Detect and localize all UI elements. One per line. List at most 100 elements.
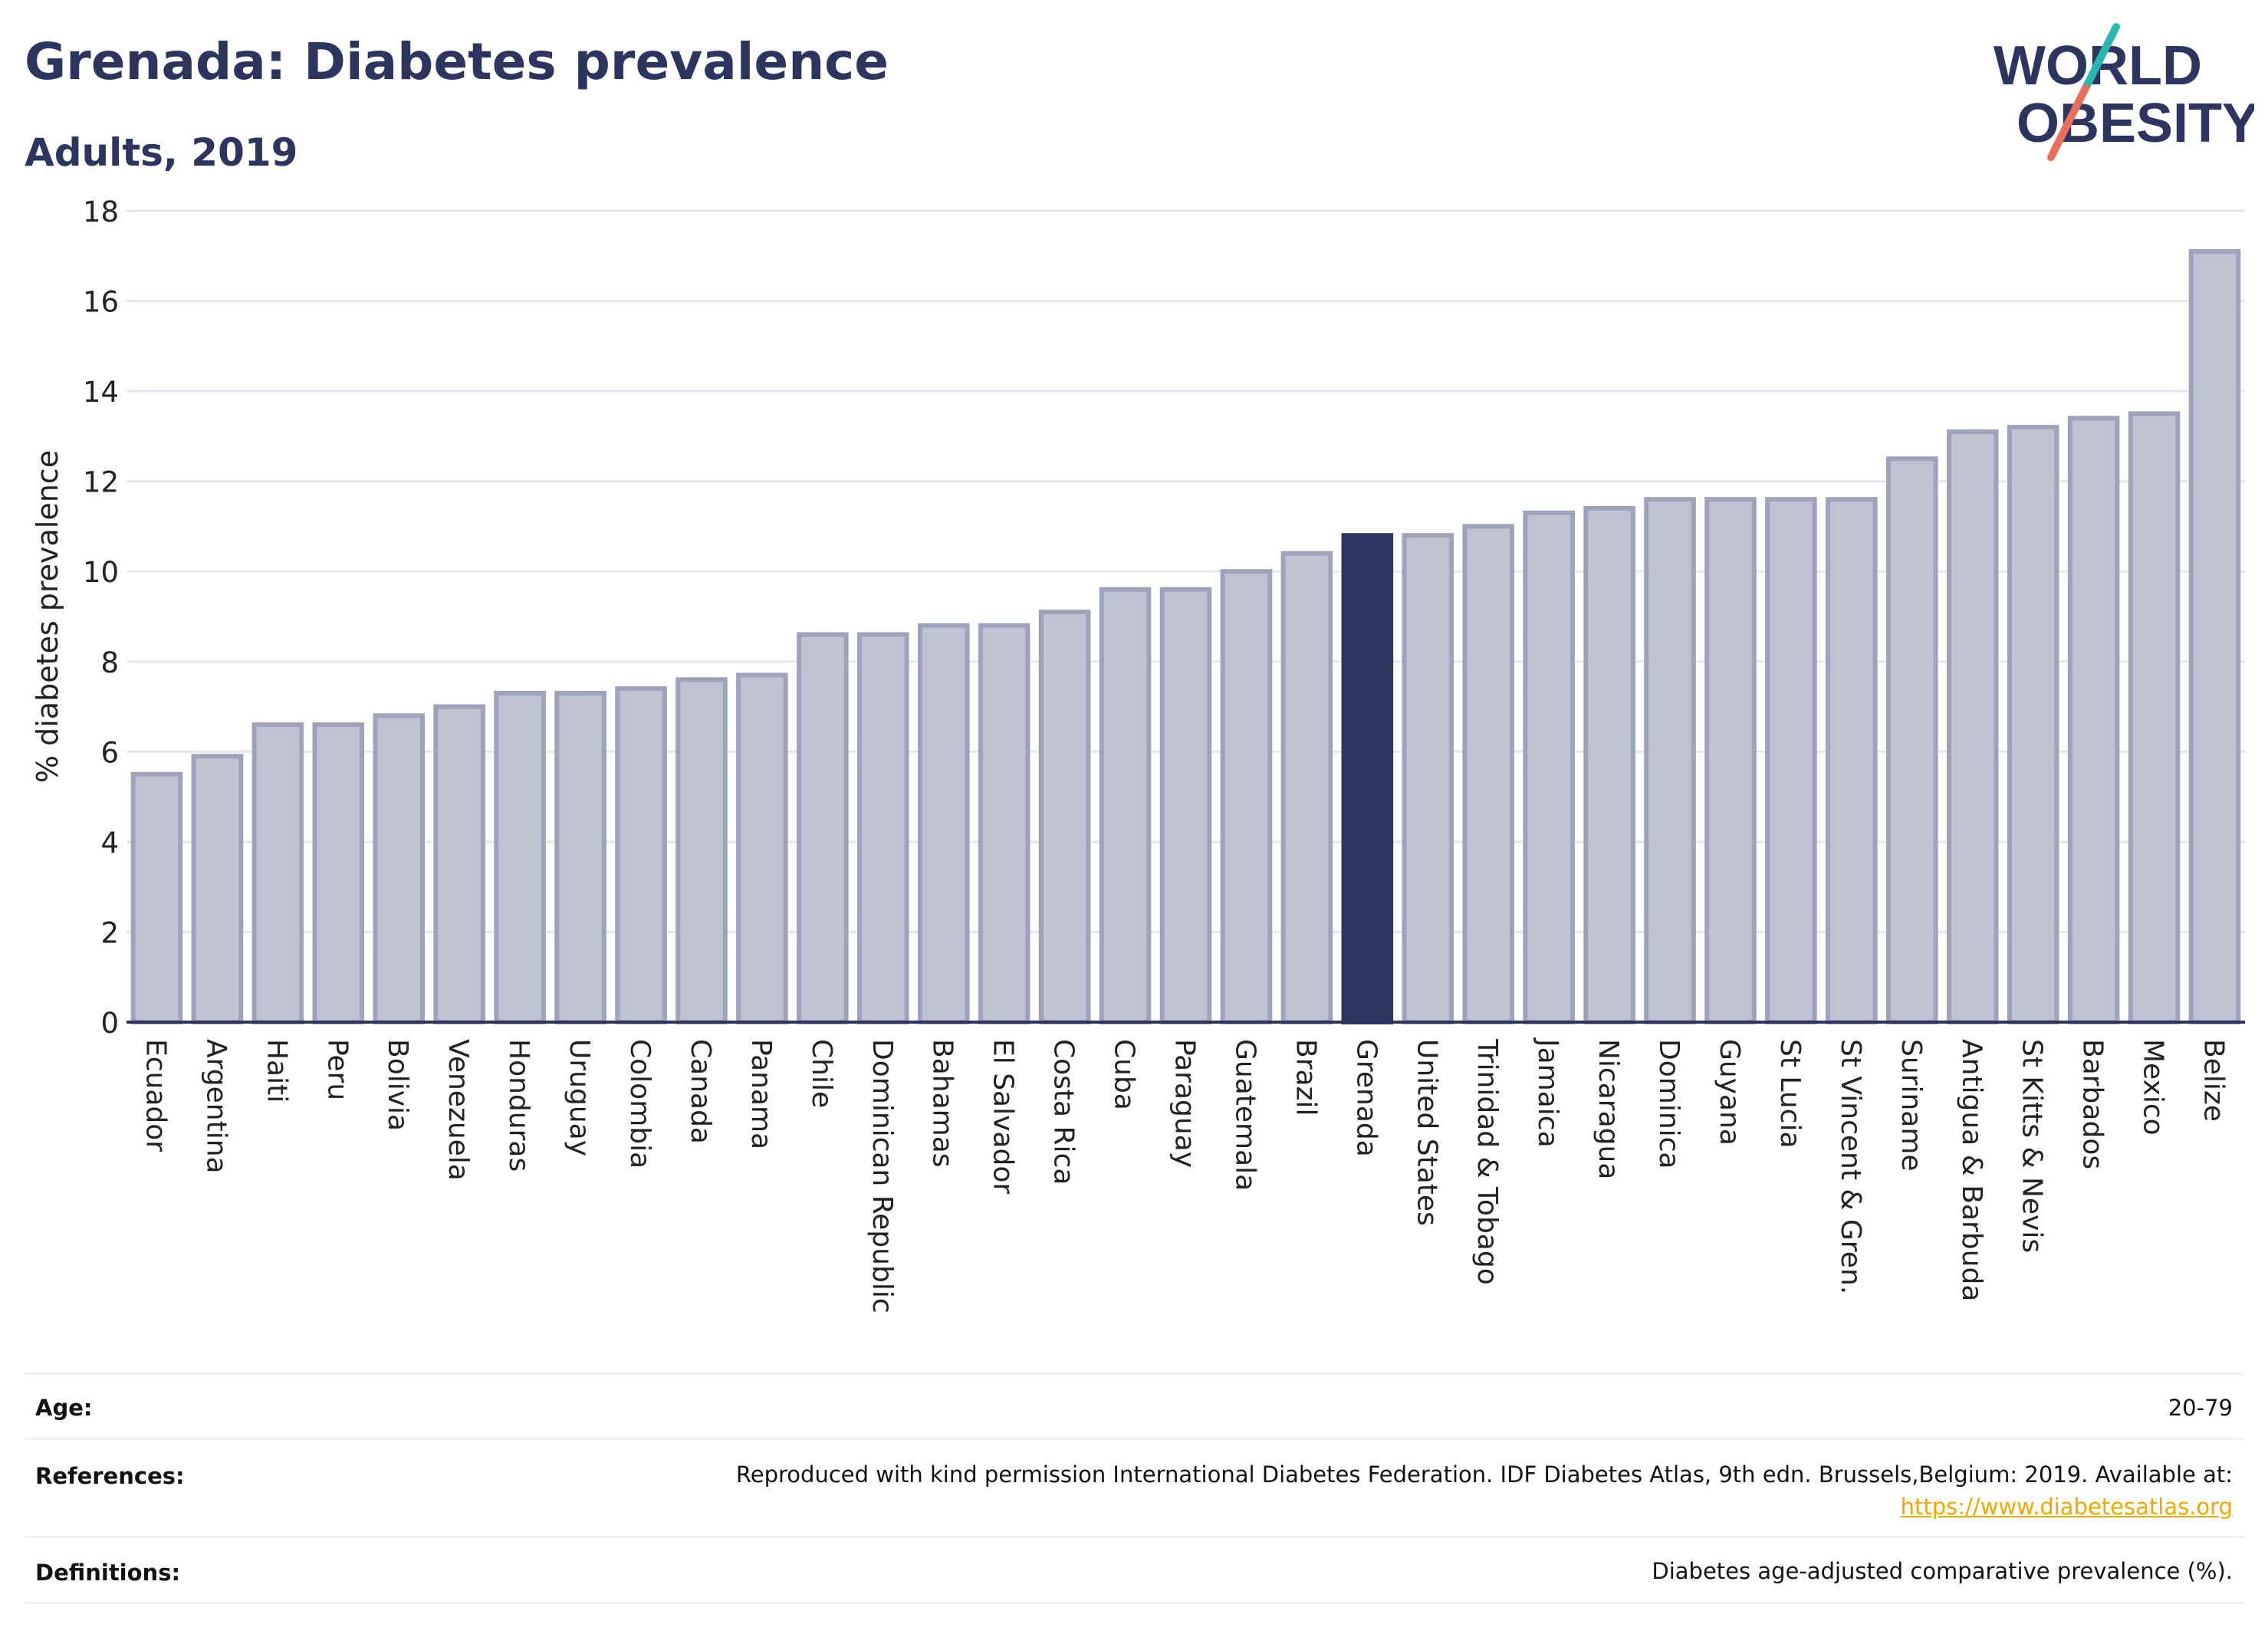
age-value: 20-79 <box>2168 1395 2233 1421</box>
bar <box>1704 497 1757 1024</box>
y-tick-label: 0 <box>100 1007 119 1040</box>
bar <box>1402 533 1454 1024</box>
x-tick-label: St Kitts & Nevis <box>2017 1039 2048 1253</box>
y-tick-label: 4 <box>100 827 119 860</box>
bar <box>312 722 365 1024</box>
bar <box>1826 497 1878 1024</box>
bar <box>373 713 426 1024</box>
bar-highlighted <box>1341 533 1394 1024</box>
x-tick-label: Cuba <box>1109 1039 1140 1110</box>
x-tick-label: El Salvador <box>988 1039 1019 1194</box>
bar <box>1886 456 1938 1024</box>
bars <box>130 248 2241 1025</box>
x-tick-label: Colombia <box>624 1039 656 1169</box>
bar <box>917 623 970 1024</box>
bar <box>2128 411 2181 1024</box>
y-tick-label: 14 <box>83 376 119 409</box>
age-row: Age: 20-79 <box>25 1373 2243 1440</box>
x-tick-label: United States <box>1411 1039 1442 1226</box>
logo-slash-coral <box>2047 84 2089 161</box>
x-tick-label: Dominican Republic <box>866 1039 898 1313</box>
x-tick-label: St Vincent & Gren. <box>1835 1039 1866 1294</box>
table-bottom-border <box>25 1602 2243 1604</box>
bar <box>856 632 909 1024</box>
x-tick-label: Nicaragua <box>1593 1039 1624 1179</box>
x-tick-label: Guatemala <box>1229 1039 1261 1191</box>
x-tick-label: Honduras <box>503 1039 534 1172</box>
bar <box>1523 510 1575 1024</box>
x-tick-label: Peru <box>321 1039 353 1100</box>
bar <box>554 690 606 1025</box>
x-tick-label: Brazil <box>1290 1039 1321 1116</box>
bar <box>736 672 788 1025</box>
x-tick-label: Ecuador <box>140 1039 171 1152</box>
bar <box>130 771 183 1024</box>
x-tick-label: Canada <box>685 1039 716 1144</box>
references-text: Reproduced with kind permission Internat… <box>735 1461 2233 1488</box>
x-tick-label: Grenada <box>1350 1039 1382 1157</box>
bar <box>1644 497 1696 1024</box>
bar <box>2007 425 2059 1024</box>
bar <box>1038 610 1091 1024</box>
bar <box>615 686 667 1024</box>
x-tick-label: Barbados <box>2077 1039 2109 1169</box>
bar <box>1099 587 1152 1024</box>
x-tick-label: Costa Rica <box>1048 1039 1080 1185</box>
references-label: References: <box>35 1463 185 1489</box>
x-tick-label: Mexico <box>2138 1039 2169 1136</box>
bar <box>1765 497 1817 1024</box>
y-tick-label: 2 <box>100 916 119 949</box>
x-tick-label: Panama <box>745 1039 777 1149</box>
bar <box>1583 505 1635 1024</box>
y-tick-labels: 0 2 4 6 8 10 12 14 16 18 <box>83 196 119 1040</box>
bar <box>797 632 849 1024</box>
bar <box>2188 248 2241 1024</box>
x-tick-label: Guyana <box>1714 1039 1745 1146</box>
age-label: Age: <box>35 1395 93 1421</box>
x-tick-label: Suriname <box>1895 1039 1927 1172</box>
world-obesity-logo: WORLD OBESITY <box>1994 23 2254 161</box>
bar <box>978 623 1030 1024</box>
y-tick-label: 6 <box>100 736 119 769</box>
x-tick-label: Trinidad & Tobago <box>1471 1038 1503 1285</box>
y-tick-label: 16 <box>83 286 119 319</box>
bar <box>191 754 244 1024</box>
bar <box>494 690 546 1025</box>
definitions-value: Diabetes age-adjusted comparative preval… <box>1652 1558 2233 1584</box>
references-link[interactable]: https://www.diabetesatlas.org <box>1900 1494 2233 1520</box>
references-value: Reproduced with kind permission Internat… <box>736 1458 2233 1523</box>
y-tick-label: 8 <box>100 646 119 679</box>
x-tick-label: Belize <box>2198 1039 2230 1122</box>
bar <box>1159 587 1212 1024</box>
x-tick-label: Antigua & Barbuda <box>1956 1039 1987 1301</box>
y-tick-label: 18 <box>83 196 119 228</box>
bar <box>433 704 485 1024</box>
bar <box>1220 569 1273 1024</box>
bar <box>1280 551 1333 1024</box>
y-axis-label: % diabetes prevalence <box>31 450 64 783</box>
bar <box>2067 416 2120 1024</box>
x-tick-label: Dominica <box>1653 1039 1685 1169</box>
x-tick-label: Argentina <box>200 1039 232 1174</box>
x-tick-label: Haiti <box>261 1039 292 1103</box>
x-tick-labels: Ecuador Argentina Haiti Peru Bolivia Venezuel… <box>140 1037 2229 1313</box>
bar <box>675 677 728 1024</box>
x-tick-label: St Lucia <box>1774 1039 1806 1149</box>
definitions-label: Definitions: <box>35 1560 181 1586</box>
x-tick-label: Bolivia <box>382 1039 413 1131</box>
x-tick-label: Jamaica <box>1532 1037 1563 1148</box>
bar-chart: 0 2 4 6 8 10 12 14 16 18 Ecuador Argentina Haiti Per… <box>31 196 2245 1313</box>
y-tick-label: 12 <box>83 466 119 499</box>
y-tick-label: 10 <box>83 556 119 589</box>
definitions-row: Definitions: Diabetes age-adjusted compa… <box>25 1536 2243 1604</box>
bar <box>251 722 304 1024</box>
x-tick-label: Chile <box>806 1039 837 1108</box>
bar <box>1462 524 1515 1024</box>
x-tick-label: Paraguay <box>1169 1039 1201 1168</box>
x-tick-label: Venezuela <box>442 1039 474 1181</box>
bar <box>1946 429 1999 1024</box>
x-tick-label: Bahamas <box>927 1039 958 1168</box>
chart-title: Grenada: Diabetes prevalence <box>25 32 889 91</box>
references-row: References: Reproduced with kind permiss… <box>25 1438 2243 1538</box>
x-tick-label: Uruguay <box>564 1039 595 1156</box>
